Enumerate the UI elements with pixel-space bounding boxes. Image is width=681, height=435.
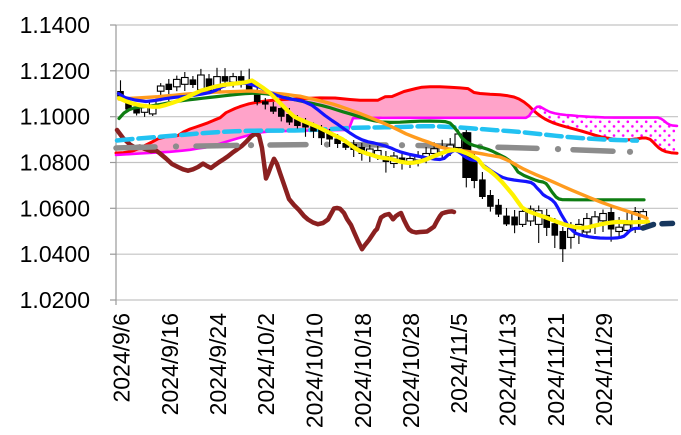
svg-text:2024/9/6: 2024/9/6 xyxy=(109,313,135,403)
svg-text:2024/11/21: 2024/11/21 xyxy=(543,313,569,426)
svg-text:1.1400: 1.1400 xyxy=(20,12,90,38)
svg-text:1.1200: 1.1200 xyxy=(20,58,90,84)
svg-text:1.0800: 1.0800 xyxy=(20,150,90,176)
svg-text:2024/10/10: 2024/10/10 xyxy=(302,313,328,428)
svg-text:1.0400: 1.0400 xyxy=(20,241,90,267)
svg-text:2024/11/13: 2024/11/13 xyxy=(495,313,521,426)
svg-text:2024/11/29: 2024/11/29 xyxy=(591,313,617,426)
svg-text:2024/10/28: 2024/10/28 xyxy=(398,313,424,428)
svg-text:1.0200: 1.0200 xyxy=(20,287,90,313)
svg-text:1.1000: 1.1000 xyxy=(20,104,90,130)
svg-text:2024/10/18: 2024/10/18 xyxy=(350,313,376,428)
svg-text:2024/9/24: 2024/9/24 xyxy=(205,313,231,416)
svg-text:2024/9/16: 2024/9/16 xyxy=(157,313,183,415)
svg-text:1.0600: 1.0600 xyxy=(20,195,90,221)
svg-text:2024/11/5: 2024/11/5 xyxy=(446,313,472,414)
svg-text:2024/10/2: 2024/10/2 xyxy=(253,313,279,415)
